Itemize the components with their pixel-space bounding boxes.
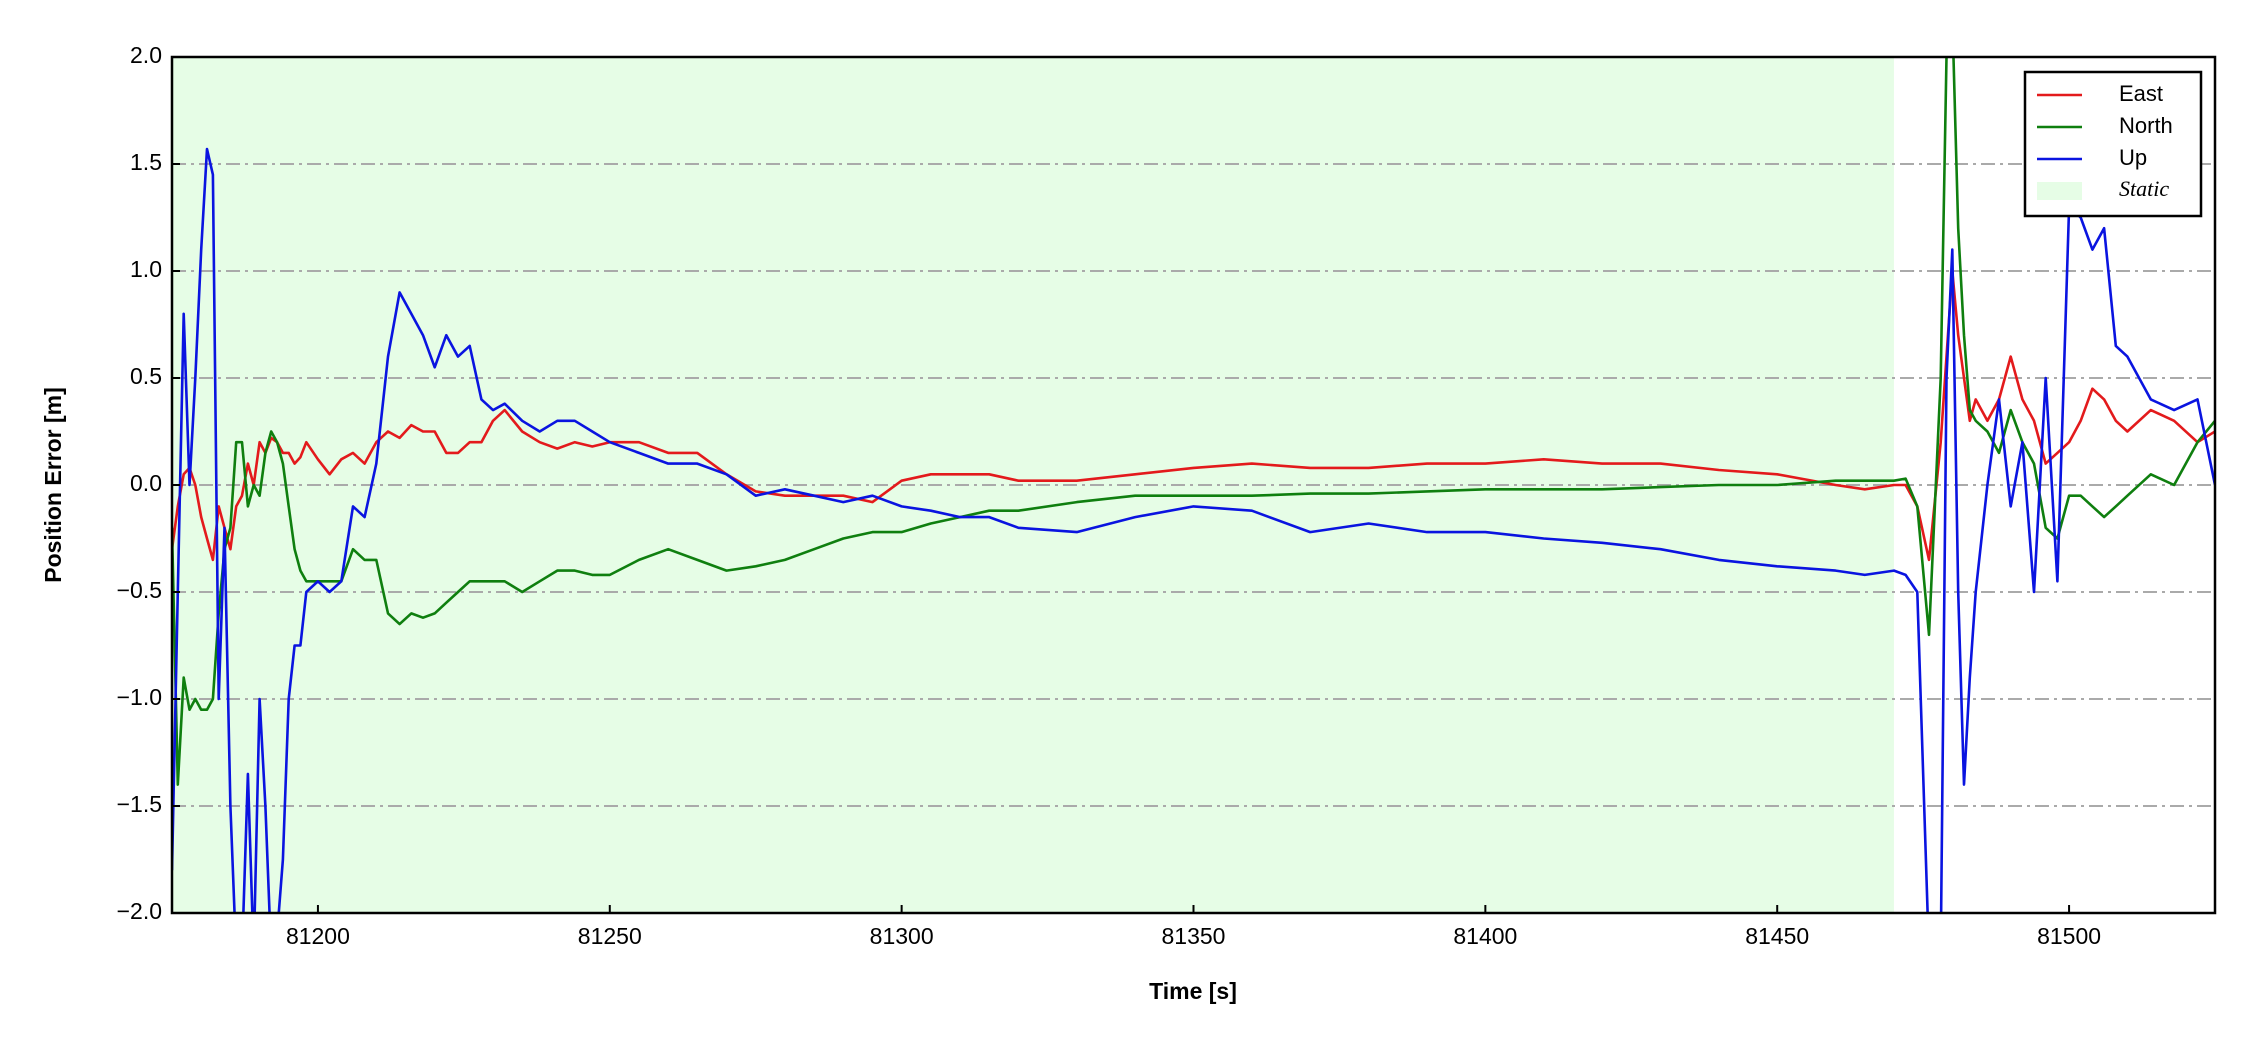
- y-tick-label: −2.0: [117, 898, 162, 924]
- y-tick-label: −0.5: [117, 577, 162, 603]
- y-tick-label: 1.0: [130, 256, 162, 282]
- y-tick-label: 0.0: [130, 470, 162, 496]
- legend-swatch: [2037, 182, 2082, 200]
- x-tick-label: 81250: [578, 923, 642, 949]
- x-axis-label: Time [s]: [1149, 978, 1237, 1004]
- x-tick-label: 81300: [870, 923, 934, 949]
- legend: East North Up Static: [2023, 70, 2203, 218]
- y-axis-label: Position Error [m]: [40, 387, 66, 583]
- x-tick-label: 81350: [1162, 923, 1226, 949]
- y-tick-label: 2.0: [130, 42, 162, 68]
- legend-label: Up: [2119, 145, 2147, 170]
- y-tick-label: 0.5: [130, 363, 162, 389]
- legend-label: East: [2119, 81, 2163, 106]
- x-tick-label: 81500: [2037, 923, 2101, 949]
- y-tick-label: 1.5: [130, 149, 162, 175]
- x-tick-label: 81400: [1453, 923, 1517, 949]
- x-tick-label: 81450: [1745, 923, 1809, 949]
- axes-layer: −2.0 −1.5 −1.0 −0.5 0.0 0.5 1.0 1.5 2.0 81200 8125…: [117, 42, 2101, 949]
- x-tick-label: 81200: [286, 923, 350, 949]
- series-line: [172, 57, 2215, 786]
- legend-label: North: [2119, 113, 2173, 138]
- legend-label: Static: [2119, 176, 2169, 201]
- y-tick-label: −1.0: [117, 684, 162, 710]
- y-tick-label: −1.5: [117, 791, 162, 817]
- series-line: [172, 147, 2215, 913]
- lines-layer: [172, 57, 2215, 913]
